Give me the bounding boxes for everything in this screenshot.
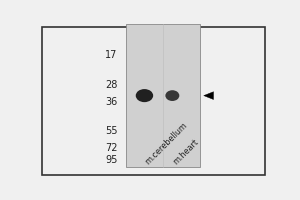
- Bar: [126, 24, 200, 167]
- Text: m.heart: m.heart: [171, 137, 200, 166]
- Text: m.cerebellum: m.cerebellum: [143, 121, 189, 166]
- Text: 17: 17: [105, 50, 118, 60]
- Ellipse shape: [136, 89, 153, 102]
- Text: 95: 95: [105, 155, 118, 165]
- Text: 72: 72: [105, 143, 118, 153]
- Text: 36: 36: [106, 97, 118, 107]
- Text: 28: 28: [105, 80, 118, 90]
- Ellipse shape: [165, 90, 179, 101]
- Text: 55: 55: [105, 126, 118, 136]
- Polygon shape: [204, 92, 214, 99]
